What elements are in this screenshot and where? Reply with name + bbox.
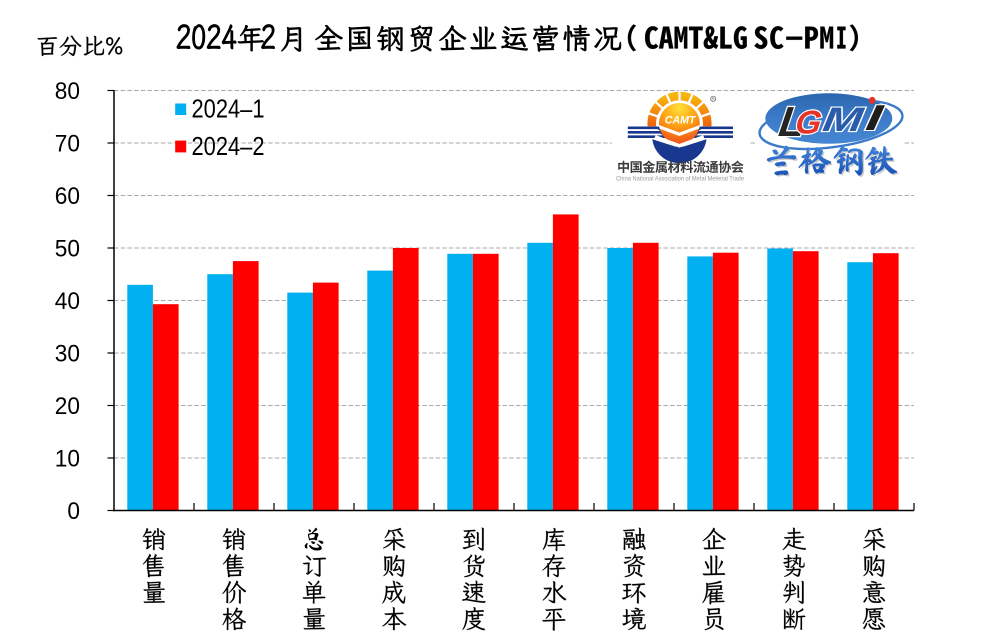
svg-text:0: 0: [67, 498, 80, 525]
svg-text:10: 10: [55, 446, 80, 473]
svg-text:60: 60: [55, 183, 80, 210]
svg-text:70: 70: [55, 131, 80, 158]
svg-text:M: M: [820, 100, 867, 139]
svg-text:80: 80: [55, 78, 80, 105]
svg-text:CAMT: CAMT: [665, 114, 697, 126]
svg-text:30: 30: [55, 341, 80, 368]
svg-text:2024–1: 2024–1: [192, 96, 265, 124]
svg-text:40: 40: [55, 288, 80, 315]
svg-text:R: R: [712, 97, 716, 102]
svg-text:G: G: [793, 105, 824, 142]
svg-text:2024–2: 2024–2: [192, 133, 265, 161]
svg-text:50: 50: [55, 236, 80, 263]
svg-text:China National Association of: China National Association of Metal Mete…: [616, 175, 744, 182]
svg-text:20: 20: [55, 393, 80, 420]
